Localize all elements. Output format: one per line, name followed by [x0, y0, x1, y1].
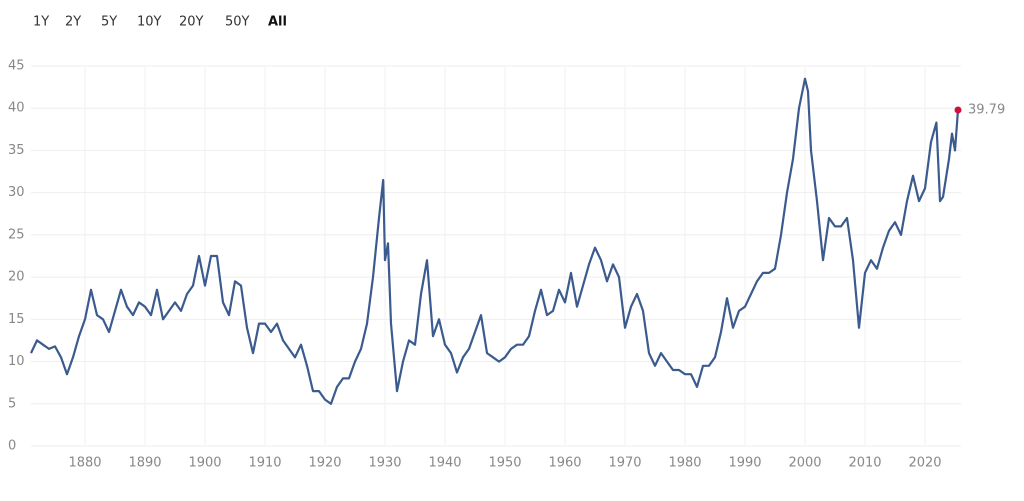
y-tick-label: 45	[8, 59, 25, 74]
y-tick-label: 10	[8, 354, 25, 369]
y-tick-label: 20	[8, 270, 25, 285]
range-button[interactable]: 50Y	[225, 15, 250, 30]
plot: 39.79	[30, 77, 1005, 405]
x-tick-label: 2010	[848, 456, 881, 471]
line	[30, 77, 960, 405]
x-tick-label: 1890	[128, 456, 161, 471]
y-tick-label: 35	[8, 143, 25, 158]
x-tick-label: 1980	[668, 456, 701, 471]
range-button[interactable]: 2Y	[65, 15, 81, 30]
range-buttons: 1Y 2Y 5Y 10Y 20Y 50Y All	[33, 15, 287, 30]
x-tick-label: 1990	[728, 456, 761, 471]
x-tick-label: 1940	[428, 456, 461, 471]
x-tick-label: 1880	[68, 456, 101, 471]
end-value-label: 39.79	[968, 102, 1005, 117]
range-button[interactable]: All	[268, 15, 287, 30]
y-tick-label: 5	[8, 396, 16, 411]
end-marker	[954, 106, 962, 114]
y-tick-label: 0	[8, 439, 16, 454]
y-tick-label: 40	[8, 101, 25, 116]
range-button[interactable]: 1Y	[33, 15, 49, 30]
x-tick-label: 1970	[608, 456, 641, 471]
x-tick-label: 1960	[548, 456, 581, 471]
y-tick-label: 15	[8, 312, 25, 327]
x-tick-label: 1900	[188, 456, 221, 471]
x-tick-label: 1920	[308, 456, 341, 471]
range-button[interactable]: 20Y	[179, 15, 204, 30]
x-tick-label: 1910	[248, 456, 281, 471]
x-tick-label: 2020	[908, 456, 941, 471]
x-tick-label: 2000	[788, 456, 821, 471]
range-button[interactable]: 10Y	[137, 15, 162, 30]
y-tick-label: 25	[8, 227, 25, 242]
y-tick-label: 30	[8, 185, 25, 200]
x-tick-label: 1930	[368, 456, 401, 471]
range-button[interactable]: 5Y	[101, 15, 117, 30]
x-tick-label: 1950	[488, 456, 521, 471]
grid: 0 5 10 15 20 25 30 35 40 45 1880 1890 1900 1910 1920 19…	[8, 59, 961, 471]
